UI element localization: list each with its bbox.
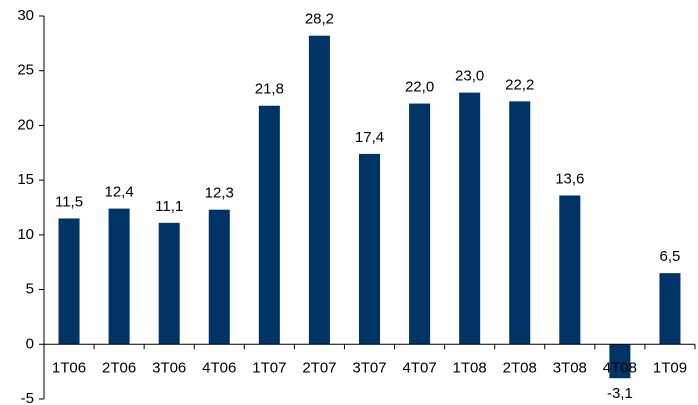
bar-2T06 <box>108 208 130 345</box>
x-tick-label: 1T09 <box>653 359 687 376</box>
x-tick-label: 1T08 <box>453 359 487 376</box>
data-label: 13,6 <box>555 170 584 187</box>
data-label: 12,4 <box>105 184 134 201</box>
y-tick-label: 30 <box>17 7 34 24</box>
bar-1T06 <box>58 218 80 345</box>
x-tick-label: 4T07 <box>402 359 436 376</box>
x-tick-label: 3T08 <box>553 359 587 376</box>
bar-3T06 <box>158 222 180 345</box>
data-label: 23,0 <box>455 68 484 85</box>
data-label: 12,3 <box>205 185 234 202</box>
x-tick-label: 2T07 <box>302 359 336 376</box>
data-label: -3,1 <box>607 385 633 402</box>
x-tick-label: 4T08 <box>603 359 637 376</box>
data-label: 17,4 <box>355 129 384 146</box>
data-label: 28,2 <box>305 11 334 28</box>
y-tick-label: -5 <box>21 390 34 405</box>
bar-3T07 <box>358 153 381 345</box>
data-labels: 11,5 12,4 11,1 12,3 21,8 28,2 17,4 22,0 23,0 22,2… <box>55 11 680 403</box>
data-label: 11,1 <box>155 198 183 215</box>
bar-1T09 <box>659 273 681 345</box>
y-tick-label: 15 <box>17 171 34 188</box>
data-label: 6,5 <box>660 248 681 265</box>
bar-4T08 <box>609 344 631 379</box>
data-label: 22,2 <box>505 76 534 93</box>
data-label: 22,0 <box>405 79 434 96</box>
bar-1T07 <box>258 105 280 345</box>
x-axis: 1T06 2T06 3T06 4T06 1T07 2T07 3T07 4T07 1T08 2T08… <box>44 343 696 376</box>
bar-1T08 <box>459 92 481 345</box>
bar-4T07 <box>409 103 431 345</box>
bar-2T08 <box>509 101 531 345</box>
x-tick-label: 4T06 <box>202 359 236 376</box>
y-tick-label: 0 <box>26 335 34 352</box>
y-tick-label: 5 <box>26 281 34 298</box>
bar-4T06 <box>208 209 230 345</box>
data-label: 11,5 <box>55 193 83 210</box>
y-tick-label: 25 <box>17 62 34 79</box>
bar-2T07 <box>308 35 330 345</box>
x-tick-label: 1T07 <box>252 359 286 376</box>
bars <box>58 35 681 379</box>
data-label: 21,8 <box>255 81 284 98</box>
bar-3T08 <box>559 195 581 345</box>
x-tick-label: 1T06 <box>52 359 86 376</box>
x-tick-label: 2T08 <box>503 359 537 376</box>
y-axis: -5 0 5 10 15 20 25 30 <box>17 7 45 405</box>
y-tick-label: 20 <box>17 116 34 133</box>
x-tick-label: 2T06 <box>102 359 136 376</box>
y-tick-label: 10 <box>17 226 34 243</box>
x-tick-label: 3T07 <box>352 359 386 376</box>
x-tick-label: 3T06 <box>152 359 186 376</box>
